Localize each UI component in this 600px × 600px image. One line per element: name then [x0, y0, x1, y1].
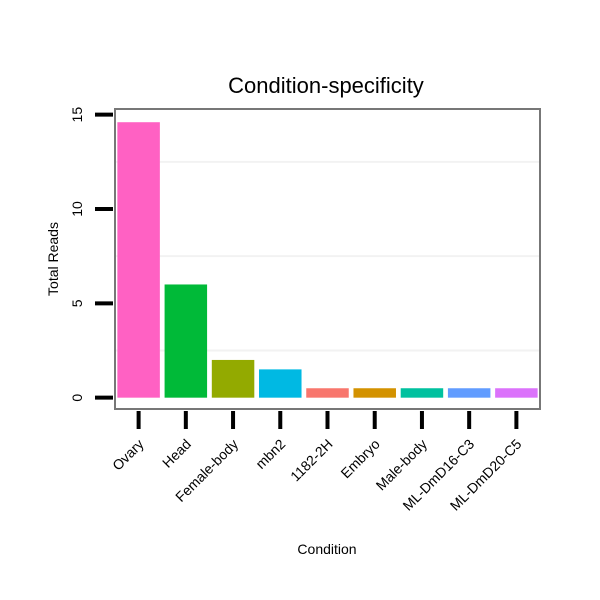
y-tick-label-3: 15 — [69, 107, 85, 123]
x-tick-label-0: Ovary — [109, 436, 147, 474]
bar-9 — [495, 388, 538, 398]
y-tick-label-2: 10 — [69, 201, 85, 217]
x-tick-label-1: Head — [159, 436, 194, 471]
bar-7 — [400, 388, 444, 398]
bar-1 — [117, 122, 160, 398]
bar-8 — [447, 388, 491, 398]
bar-2 — [164, 284, 208, 398]
x-tick-label-3: mbn2 — [252, 436, 288, 472]
y-axis-label: Total Reads — [45, 222, 61, 296]
bar-5 — [306, 388, 349, 398]
bars — [117, 122, 538, 398]
y-axis: 0 5 10 15 — [69, 107, 113, 402]
chart-title: Condition-specificity — [228, 73, 424, 98]
bar-4 — [259, 369, 302, 398]
plot-border — [114, 108, 541, 410]
y-tick-label-1: 5 — [69, 299, 85, 307]
y-tick-label-0: 0 — [69, 394, 85, 402]
bar-3 — [211, 359, 255, 398]
x-axis-label: Condition — [297, 541, 356, 557]
x-tick-label-5: Embryo — [337, 436, 383, 482]
bar-6 — [353, 388, 396, 398]
x-tick-label-4: 1182-2H — [287, 436, 336, 485]
